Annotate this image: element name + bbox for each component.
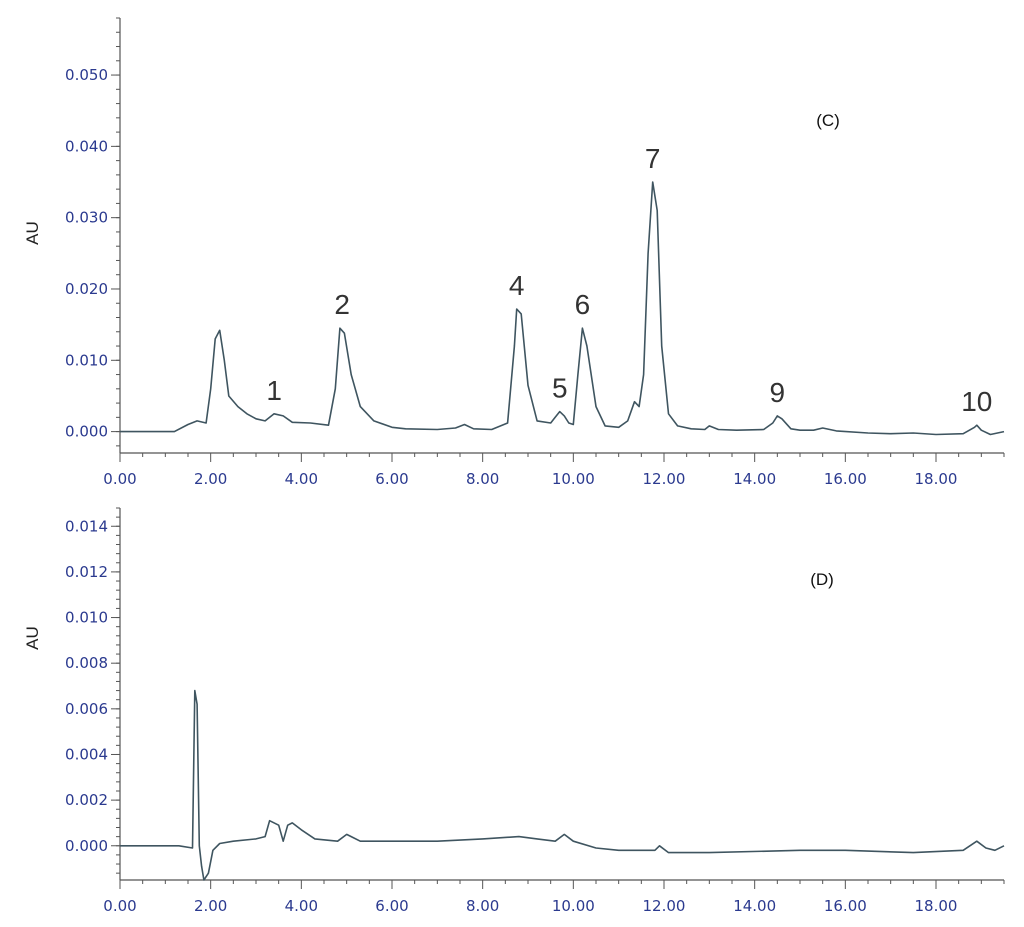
panel-label: (D) [810, 570, 834, 589]
peak-label: 2 [334, 289, 350, 320]
x-tick-label: 2.00 [194, 897, 227, 915]
x-tick-label: 0.00 [103, 897, 136, 915]
y-tick-label: 0.010 [65, 351, 108, 369]
x-tick-label: 4.00 [285, 897, 318, 915]
x-tick-label: 8.00 [466, 470, 499, 488]
x-tick-label: 14.00 [733, 897, 776, 915]
chromatogram-trace [120, 181, 1005, 436]
x-tick-label: 10.00 [552, 470, 595, 488]
chart-panel-c: 0.000 0.010 0.020 0.030 0.040 0.050 0.00 2.00 4.… [23, 17, 1005, 488]
peak-label: 7 [645, 143, 661, 174]
y-tick-label: 0.012 [65, 563, 108, 581]
y-tick-label: 0.040 [65, 137, 108, 155]
y-tick-label: 0.006 [65, 700, 108, 718]
x-tick-label: 12.00 [643, 470, 686, 488]
x-tick-label: 16.00 [824, 897, 867, 915]
y-tick-label: 0.000 [65, 423, 108, 441]
y-tick-label: 0.050 [65, 66, 108, 84]
x-tick-label: 16.00 [824, 470, 867, 488]
y-tick-label: 0.010 [65, 609, 108, 627]
peak-label: 5 [552, 373, 568, 404]
y-tick-label: 0.004 [65, 745, 108, 763]
x-tick-label: 6.00 [375, 470, 408, 488]
panel-label: (C) [816, 111, 840, 130]
y-tick-label: 0.002 [65, 791, 108, 809]
x-tick-label: 18.00 [915, 470, 958, 488]
x-tick-label: 10.00 [552, 897, 595, 915]
x-tick-label: 0.00 [103, 470, 136, 488]
peak-label: 10 [961, 386, 992, 417]
x-tick-label: 14.00 [733, 470, 776, 488]
x-tick-label: 2.00 [194, 470, 227, 488]
y-tick-label: 0.008 [65, 654, 108, 672]
y-tick-label: 0.014 [65, 517, 108, 535]
y-tick-label: 0.030 [65, 209, 108, 227]
x-tick-label: 6.00 [375, 897, 408, 915]
peak-label: 6 [575, 289, 591, 320]
x-tick-label: 18.00 [915, 897, 958, 915]
peak-label: 9 [770, 377, 786, 408]
y-tick-label: 0.020 [65, 280, 108, 298]
y-axis-label: AU [23, 626, 42, 650]
y-axis-label: AU [23, 221, 42, 245]
chromatogram-trace [120, 689, 1005, 881]
peak-label: 4 [509, 270, 525, 301]
x-tick-label: 8.00 [466, 897, 499, 915]
x-tick-label: 12.00 [643, 897, 686, 915]
chart-panel-d: 0.000 0.002 0.004 0.006 0.008 0.010 0.012 0.014… [23, 507, 1005, 915]
x-tick-label: 4.00 [285, 470, 318, 488]
y-tick-label: 0.000 [65, 837, 108, 855]
peak-label: 1 [266, 375, 282, 406]
